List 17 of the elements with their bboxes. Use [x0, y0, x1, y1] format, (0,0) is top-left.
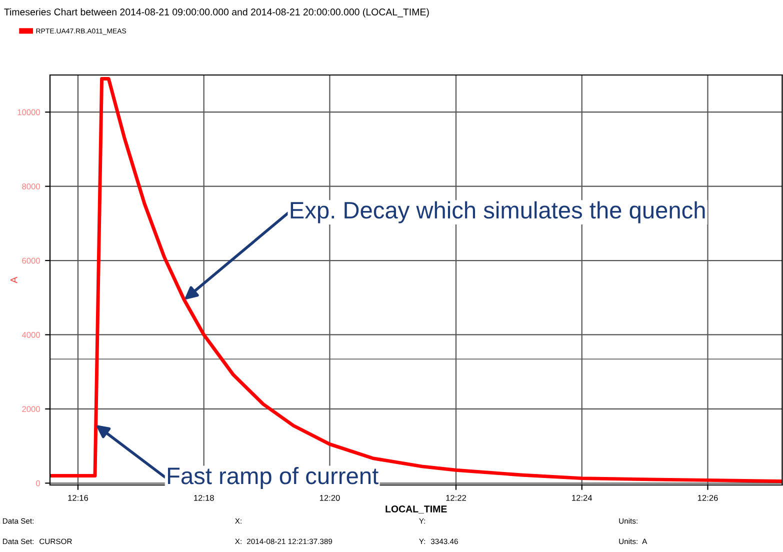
y-tick-label: 10000 [18, 109, 40, 116]
x-tick-label: 12:16 [68, 494, 88, 501]
y-axis-title: A [10, 276, 18, 284]
y-tick-label: 8000 [22, 184, 40, 190]
x-tick-label: 12:24 [572, 494, 592, 501]
annotation: Fast ramp of current [168, 466, 378, 489]
x-tick-label: 12:20 [320, 494, 340, 501]
y-tick-label: 4000 [22, 332, 40, 338]
x-tick-label: 12:26 [698, 494, 718, 501]
y-tick-label: 0 [36, 480, 40, 486]
annotation: Exp. Decay which simulates the quench [290, 201, 705, 224]
x-tick-label: 12:22 [446, 494, 466, 501]
chart-title: Timeseries Chart between 2014-08-21 09:00:00.000 and 2014-08-21 20:00:00.000 (LOCAL_TIME) [4, 8, 429, 18]
x-axis-title: LOCAL_TIME [386, 506, 447, 514]
x-tick-label: 12:18 [194, 494, 214, 501]
y-tick-label: 2000 [22, 406, 40, 412]
y-tick-label: 6000 [22, 258, 40, 264]
